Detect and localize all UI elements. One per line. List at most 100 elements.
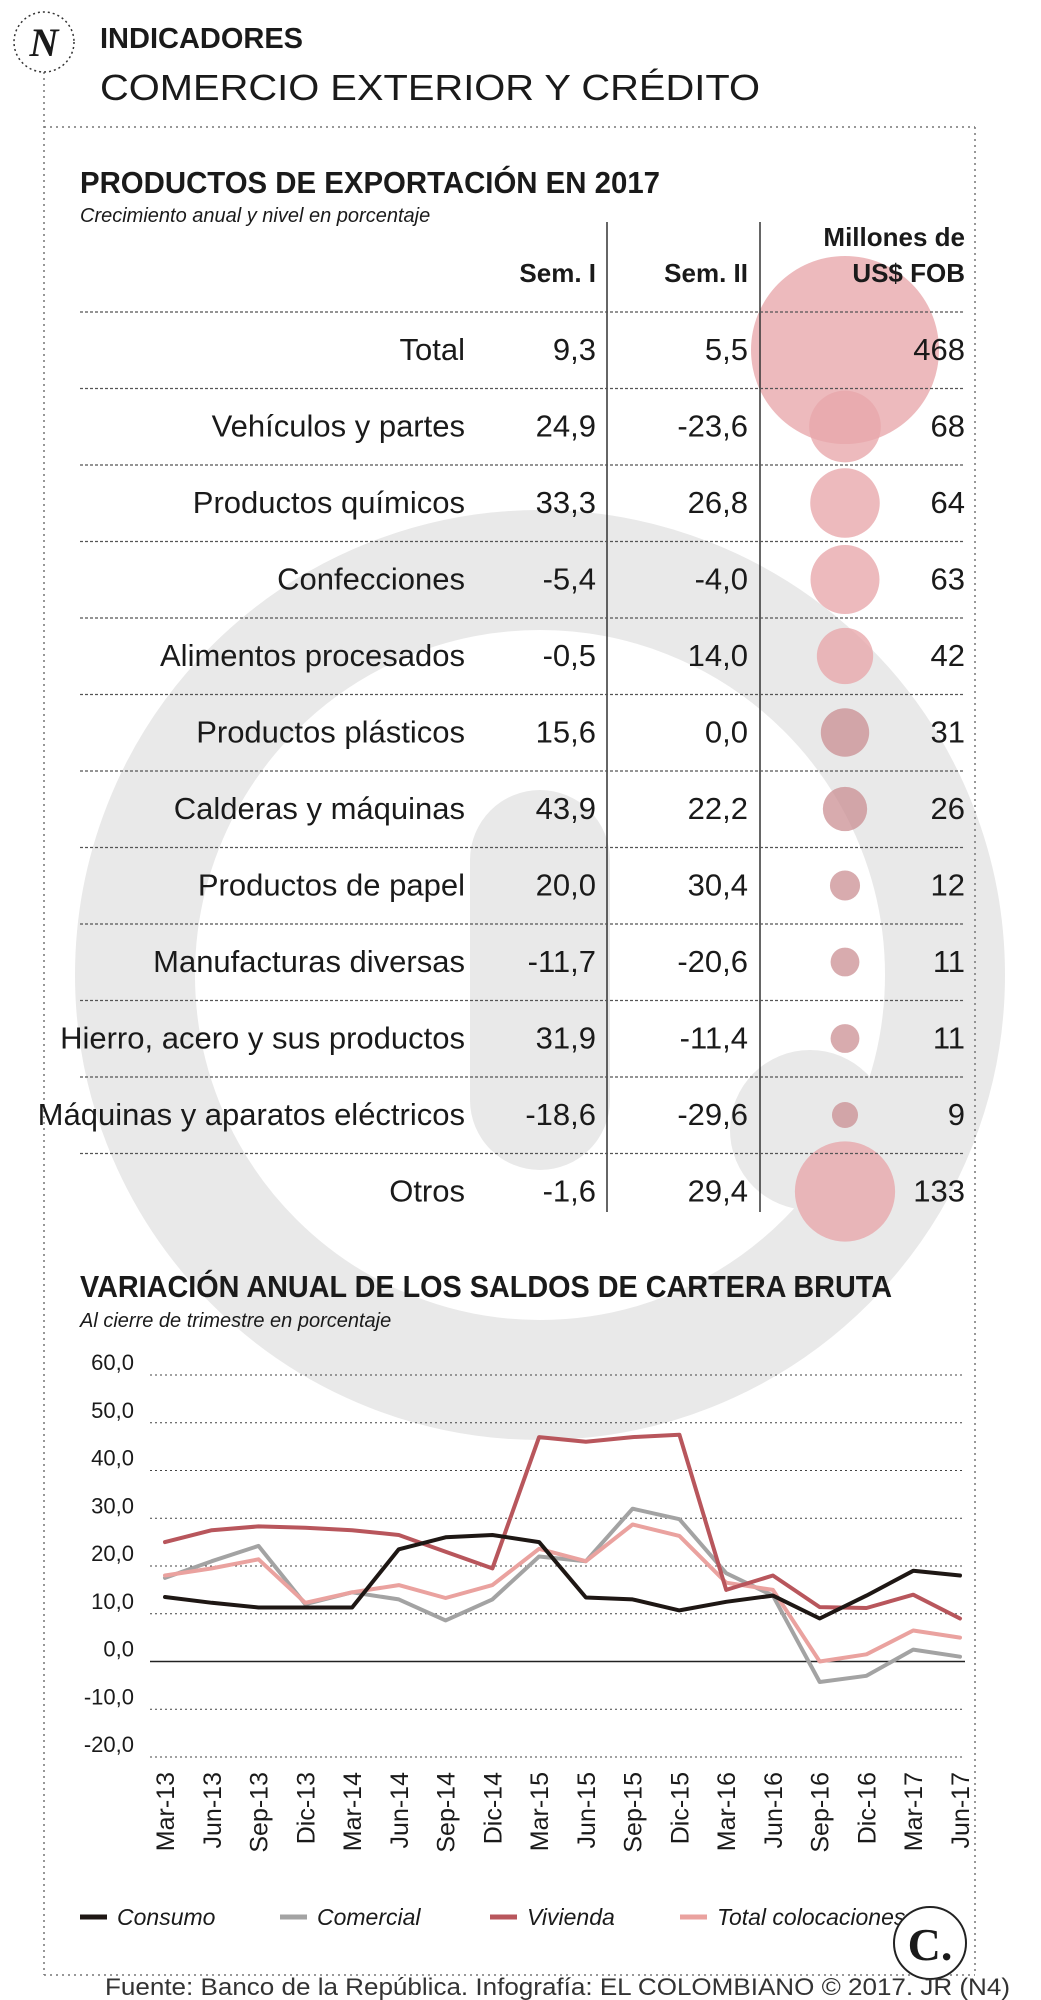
- row-label: Total: [400, 332, 465, 367]
- row-sem2: 29,4: [688, 1174, 748, 1209]
- row-label: Otros: [389, 1174, 465, 1209]
- legend-label-total: Total colocaciones: [717, 1904, 906, 1930]
- fob-bubble: [831, 1101, 859, 1129]
- row-sem1: 15,6: [536, 715, 596, 750]
- row-sem1: -5,4: [543, 562, 596, 597]
- watermark-stem: [470, 790, 610, 1170]
- header-title: COMERCIO EXTERIOR Y CRÉDITO: [100, 67, 760, 108]
- col-header-fob-line1: Millones de: [823, 222, 965, 252]
- table-subtitle: Crecimiento anual y nivel en porcentaje: [80, 205, 430, 227]
- fob-bubble: [809, 390, 881, 463]
- row-sem2: -4,0: [695, 562, 748, 597]
- y-tick-label: 20,0: [91, 1541, 134, 1566]
- row-label: Vehículos y partes: [212, 409, 465, 444]
- x-tick-label: Mar-14: [339, 1772, 367, 1851]
- row-sem2: -11,4: [680, 1021, 748, 1056]
- x-tick-label: Mar-15: [526, 1772, 554, 1851]
- fob-bubble: [830, 1024, 860, 1053]
- table-rows: Total 9,3 5,5 468 Vehículos y partes 24,9 -23,…: [38, 311, 965, 1209]
- row-sem2: 26,8: [688, 485, 748, 520]
- row-sem2: 0,0: [705, 715, 748, 750]
- line-chart-subtitle: Al cierre de trimestre en porcentaje: [79, 1310, 391, 1332]
- x-tick-label: Sep-16: [807, 1772, 835, 1853]
- row-label: Productos de papel: [198, 868, 465, 903]
- fob-bubbles: [751, 256, 939, 1242]
- fob-bubble: [830, 947, 860, 977]
- series-line-vivienda: [163, 1432, 962, 1621]
- row-fob: 42: [931, 638, 965, 673]
- row-label: Hierro, acero y sus productos: [60, 1021, 465, 1056]
- footer: C. Fuente: Banco de la República. Infogr…: [105, 1906, 1010, 2000]
- x-tick-label: Sep-15: [620, 1772, 648, 1853]
- x-tick-label: Dic-13: [292, 1772, 320, 1844]
- row-sem1: 20,0: [536, 868, 596, 903]
- fob-bubble: [829, 870, 861, 901]
- y-tick-label: 60,0: [91, 1350, 134, 1375]
- row-fob: 12: [931, 868, 965, 903]
- series-line-total: [163, 1522, 962, 1664]
- y-tick-label: -10,0: [84, 1684, 134, 1709]
- x-tick-label: Jun-15: [573, 1772, 601, 1848]
- header-kicker: INDICADORES: [100, 23, 303, 55]
- export-table: PRODUCTOS DE EXPORTACIÓN EN 2017 Crecimi…: [38, 164, 965, 1242]
- y-tick-label: 30,0: [91, 1493, 134, 1518]
- col-header-sem1: Sem. I: [519, 258, 596, 288]
- x-axis-labels: Mar-13 Jun-13 Sep-13 Dic-13 Mar-14 Jun-14 Sep-…: [152, 1772, 975, 1853]
- row-label: Productos químicos: [193, 485, 465, 520]
- x-tick-label: Jun-14: [386, 1772, 414, 1849]
- x-tick-label: Mar-17: [900, 1772, 928, 1851]
- logo-n-letter: N: [29, 20, 61, 65]
- col-header-sem2: Sem. II: [664, 258, 748, 288]
- row-sem1: -18,6: [525, 1097, 596, 1132]
- row-sem1: 24,9: [536, 409, 596, 444]
- x-tick-label: Mar-13: [152, 1772, 180, 1851]
- fob-bubble: [810, 468, 880, 538]
- row-sem2: 5,5: [705, 332, 748, 367]
- row-fob: 63: [931, 562, 965, 597]
- fob-bubble: [816, 627, 874, 685]
- row-sem2: 22,2: [688, 791, 748, 826]
- row-label: Confecciones: [277, 562, 465, 597]
- x-tick-label: Jun-17: [947, 1772, 975, 1848]
- row-label: Alimentos procesados: [160, 638, 465, 673]
- y-tick-label: -20,0: [84, 1732, 134, 1757]
- row-fob: 26: [931, 791, 965, 826]
- credit-line-chart: VARIACIÓN ANUAL DE LOS SALDOS DE CARTERA…: [79, 1268, 975, 1930]
- fob-bubble: [794, 1141, 896, 1242]
- y-tick-label: 10,0: [91, 1589, 134, 1614]
- row-fob: 468: [913, 332, 965, 367]
- row-fob: 31: [931, 715, 965, 750]
- brand-logo-circle: [893, 1906, 967, 1980]
- footer-source: Fuente: Banco de la República. Infografí…: [105, 1974, 1010, 2000]
- logo-n-circle: [13, 11, 75, 73]
- row-label: Productos plásticos: [196, 715, 465, 750]
- col-header-fob-line2: US$ FOB: [852, 258, 965, 288]
- x-tick-label: Sep-13: [246, 1772, 274, 1853]
- row-sem1: 31,9: [536, 1021, 596, 1056]
- row-sem1: 43,9: [536, 791, 596, 826]
- brand-logo-letter: C.: [908, 1919, 953, 1970]
- x-tick-label: Dic-15: [666, 1772, 694, 1844]
- series-lines: [163, 1432, 962, 1684]
- y-tick-label: 0,0: [103, 1637, 134, 1662]
- series-line-comercial: [163, 1506, 962, 1684]
- row-sem2: -23,6: [677, 409, 748, 444]
- row-sem2: -29,6: [677, 1097, 748, 1132]
- x-tick-label: Dic-16: [853, 1772, 881, 1844]
- x-tick-label: Sep-14: [433, 1772, 461, 1853]
- row-sem2: 14,0: [688, 638, 748, 673]
- x-tick-label: Mar-16: [713, 1772, 741, 1851]
- row-sem1: 9,3: [553, 332, 596, 367]
- legend-label-comercial: Comercial: [317, 1904, 421, 1930]
- row-label: Calderas y máquinas: [174, 791, 465, 826]
- legend-label-vivienda: Vivienda: [527, 1904, 615, 1930]
- row-sem1: -1,6: [543, 1174, 596, 1209]
- x-tick-label: Jun-13: [199, 1772, 227, 1848]
- y-tick-label: 40,0: [91, 1446, 134, 1471]
- fob-bubble: [822, 786, 868, 832]
- row-label: Máquinas y aparatos eléctricos: [38, 1097, 465, 1132]
- legend: Consumo Comercial Vivienda Total colocacion…: [80, 1904, 906, 1930]
- row-sem1: 33,3: [536, 485, 596, 520]
- row-sem2: 30,4: [688, 868, 748, 903]
